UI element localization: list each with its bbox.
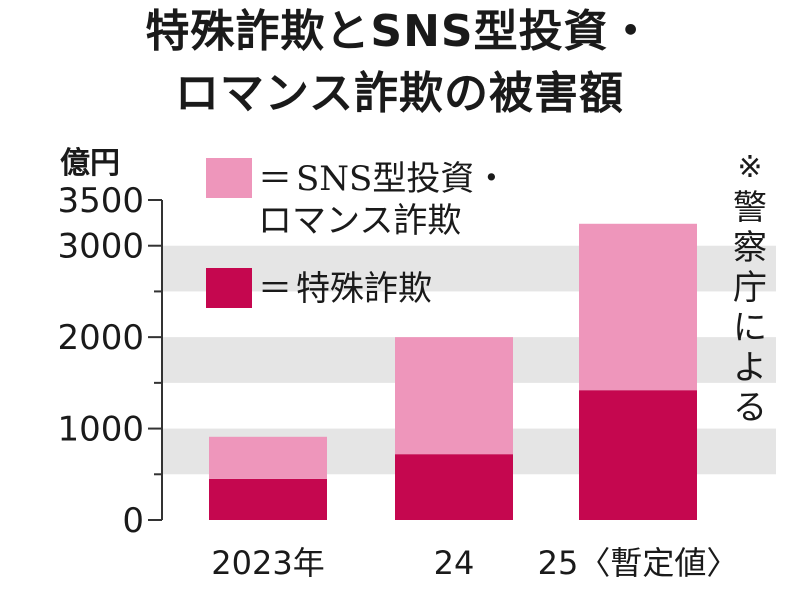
bar-segment-tokushu: [579, 390, 697, 520]
y-tick-label: 3000: [57, 227, 144, 267]
x-tick-label: 25〈暫定値〉: [538, 544, 739, 582]
chart-title-line-2: ロマンス詐欺の被害額: [174, 68, 625, 119]
legend-label-sns-line-1: SNS型投資・: [296, 159, 509, 199]
bar-segment-sns: [579, 223, 697, 391]
bar-segment-sns: [395, 337, 513, 455]
source-note-char: 察: [733, 228, 767, 268]
source-note-char: 警: [733, 188, 767, 228]
legend-swatch-tokushu: [206, 268, 252, 308]
x-tick-label: 24: [434, 544, 475, 582]
y-tick-label: 2000: [57, 318, 144, 358]
legend-equals: ＝: [258, 269, 292, 309]
x-tick-label: 2023年: [211, 544, 324, 582]
legend-label-tokushu: ＝特殊詐欺: [258, 268, 432, 310]
source-note: ※ 警察庁による: [730, 148, 770, 428]
legend-label-sns-line-2: ロマンス詐欺: [258, 201, 462, 241]
legend-item-tokushu: ＝特殊詐欺: [206, 268, 432, 310]
y-axis-unit-label: 億円: [60, 146, 120, 181]
chart-title-line-1: 特殊詐欺とSNS型投資・: [145, 6, 654, 57]
source-note-char: よ: [733, 348, 767, 388]
y-tick-label: 1000: [57, 410, 144, 450]
y-tick-label: 3500: [57, 181, 144, 221]
legend-item-sns: ＝ SNS型投資・ ロマンス詐欺: [206, 158, 508, 242]
bar-segment-tokushu: [209, 478, 327, 520]
source-note-char: に: [733, 308, 767, 348]
bar-segment-tokushu: [395, 454, 513, 520]
source-note-char: 庁: [733, 268, 767, 308]
note-mark: ※: [737, 150, 763, 185]
y-tick-label: 0: [122, 501, 144, 541]
bar-segment-sns: [209, 436, 327, 479]
legend-equals: ＝: [258, 159, 292, 199]
source-note-char: る: [733, 388, 767, 428]
legend-swatch-sns: [206, 158, 252, 198]
legend-label-tokushu-line-1: 特殊詐欺: [296, 269, 432, 309]
legend-label-sns: ＝ SNS型投資・ ロマンス詐欺: [258, 158, 508, 242]
